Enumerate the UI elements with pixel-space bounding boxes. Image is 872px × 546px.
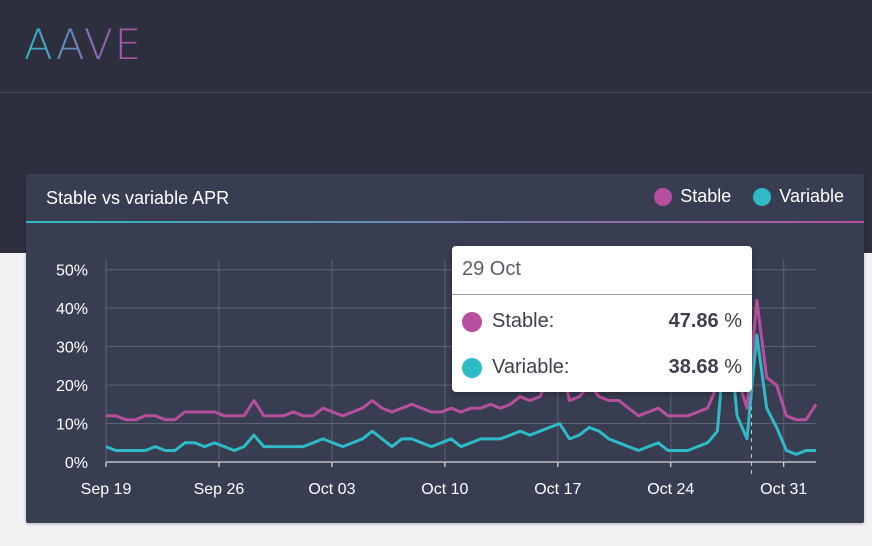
x-tick-label: Oct 17 bbox=[534, 481, 581, 498]
tooltip-number-variable: 38.68 bbox=[668, 356, 719, 378]
y-tick-label: 30% bbox=[56, 340, 88, 357]
y-tick-label: 40% bbox=[56, 301, 88, 318]
legend-item-stable[interactable]: Stable bbox=[654, 186, 731, 207]
y-tick-label: 0% bbox=[65, 455, 88, 472]
tooltip-date: 29 Oct bbox=[462, 258, 521, 280]
tooltip-row-stable: Stable: 47.86 % bbox=[462, 308, 742, 338]
x-tick-label: Oct 31 bbox=[760, 481, 807, 498]
x-tick-label: Oct 24 bbox=[647, 481, 694, 498]
x-tick-label: Oct 10 bbox=[421, 481, 468, 498]
stable-dot-icon bbox=[462, 312, 482, 332]
legend-item-variable[interactable]: Variable bbox=[753, 186, 844, 207]
card-header: Stable vs variable APR Stable Variable bbox=[26, 174, 864, 222]
tooltip-label-stable: Stable: bbox=[492, 310, 555, 332]
variable-dot-icon bbox=[462, 358, 482, 378]
series-line-variable bbox=[105, 311, 816, 456]
top-bar: AAVE bbox=[0, 0, 872, 93]
x-tick-label: Sep 26 bbox=[194, 481, 245, 498]
tooltip-value-variable: 38.68 % bbox=[669, 356, 742, 379]
card-title: Stable vs variable APR bbox=[46, 188, 230, 208]
tooltip-label-variable: Variable: bbox=[492, 356, 570, 378]
aave-logo[interactable]: AAVE bbox=[24, 19, 144, 69]
legend-label-stable: Stable bbox=[680, 186, 732, 206]
tooltip-unit-variable: % bbox=[724, 356, 742, 378]
tooltip-unit-stable: % bbox=[724, 310, 742, 332]
legend-label-variable: Variable bbox=[779, 186, 844, 206]
y-tick-label: 10% bbox=[56, 417, 88, 434]
tooltip-value-stable: 47.86 % bbox=[669, 310, 742, 333]
series-line-stable bbox=[106, 276, 818, 422]
header-divider bbox=[26, 221, 864, 223]
tooltip-row-variable: Variable: 38.68 % bbox=[462, 354, 742, 384]
x-tick-label: Oct 03 bbox=[308, 481, 355, 498]
tooltip-divider bbox=[452, 294, 752, 295]
logo-text: AAVE bbox=[24, 19, 144, 69]
tooltip-number-stable: 47.86 bbox=[668, 310, 719, 332]
y-tick-label: 50% bbox=[56, 263, 88, 280]
stable-dot-icon bbox=[654, 187, 673, 206]
chart-tooltip: 29 Oct Stable: 47.86 % Variable: 38.68 % bbox=[452, 246, 752, 392]
variable-dot-icon bbox=[753, 187, 772, 206]
chart-legend: Stable Variable bbox=[654, 186, 844, 207]
y-tick-label: 20% bbox=[56, 378, 88, 395]
x-tick-label: Sep 19 bbox=[81, 481, 132, 498]
